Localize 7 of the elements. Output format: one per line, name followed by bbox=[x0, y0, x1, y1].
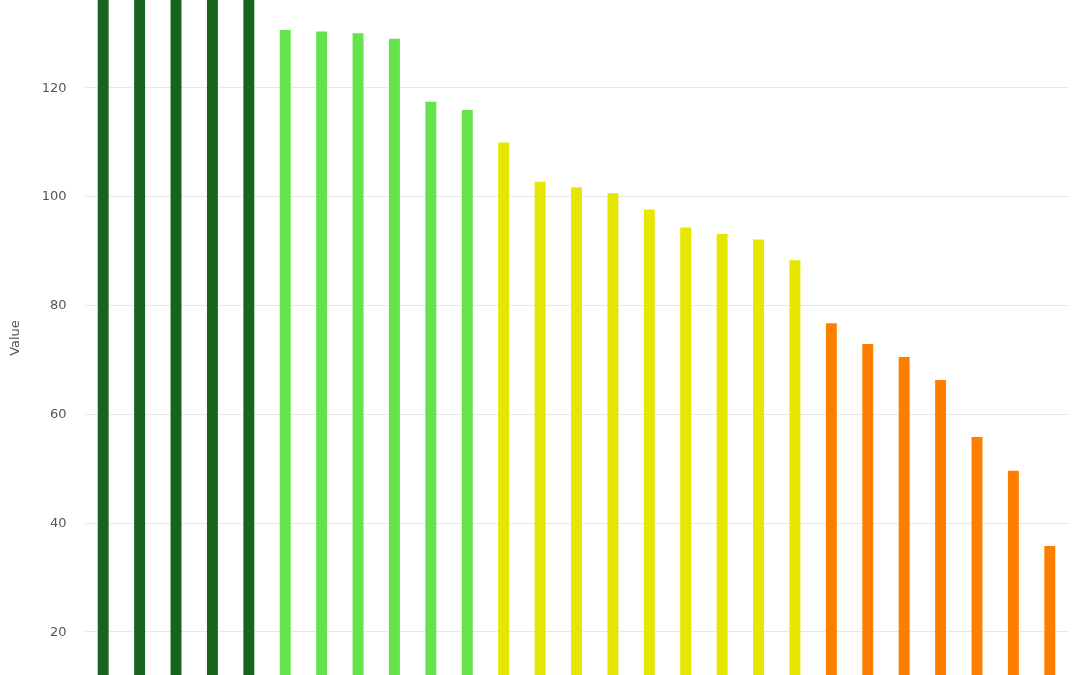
y-tick-label: 80 bbox=[49, 297, 67, 313]
y-tick-label: 60 bbox=[49, 406, 67, 422]
y-axis-title: Value bbox=[6, 320, 22, 356]
y-tick-label: 40 bbox=[49, 515, 67, 531]
y-tick-label: 100 bbox=[41, 188, 67, 204]
y-tick-label: 20 bbox=[49, 623, 67, 639]
y-tick-label: 120 bbox=[41, 79, 67, 95]
